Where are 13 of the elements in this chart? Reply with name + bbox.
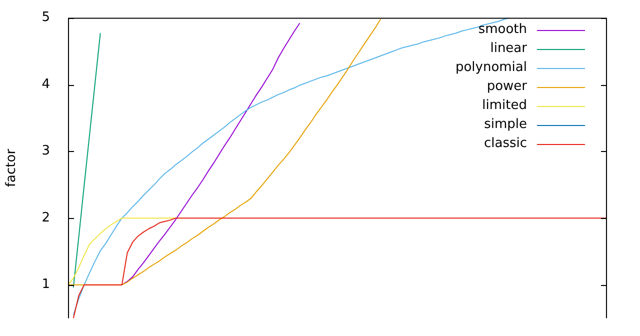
y-tick-label: 1 (42, 277, 50, 292)
y-tick-label: 2 (42, 210, 50, 226)
y-tick-label: 5 (42, 10, 50, 26)
legend-label: simple (484, 117, 527, 132)
y-tick-label: 4 (42, 76, 50, 92)
y-tick-label: 3 (42, 144, 50, 159)
legend-label: linear (490, 41, 528, 56)
legend-label: classic (484, 136, 527, 152)
y-axis-title: factor (4, 148, 20, 188)
legend-label: limited (482, 98, 527, 114)
legend-label: power (486, 79, 528, 94)
legend-label: polynomial (455, 60, 527, 76)
legend-label: smooth (478, 22, 527, 38)
